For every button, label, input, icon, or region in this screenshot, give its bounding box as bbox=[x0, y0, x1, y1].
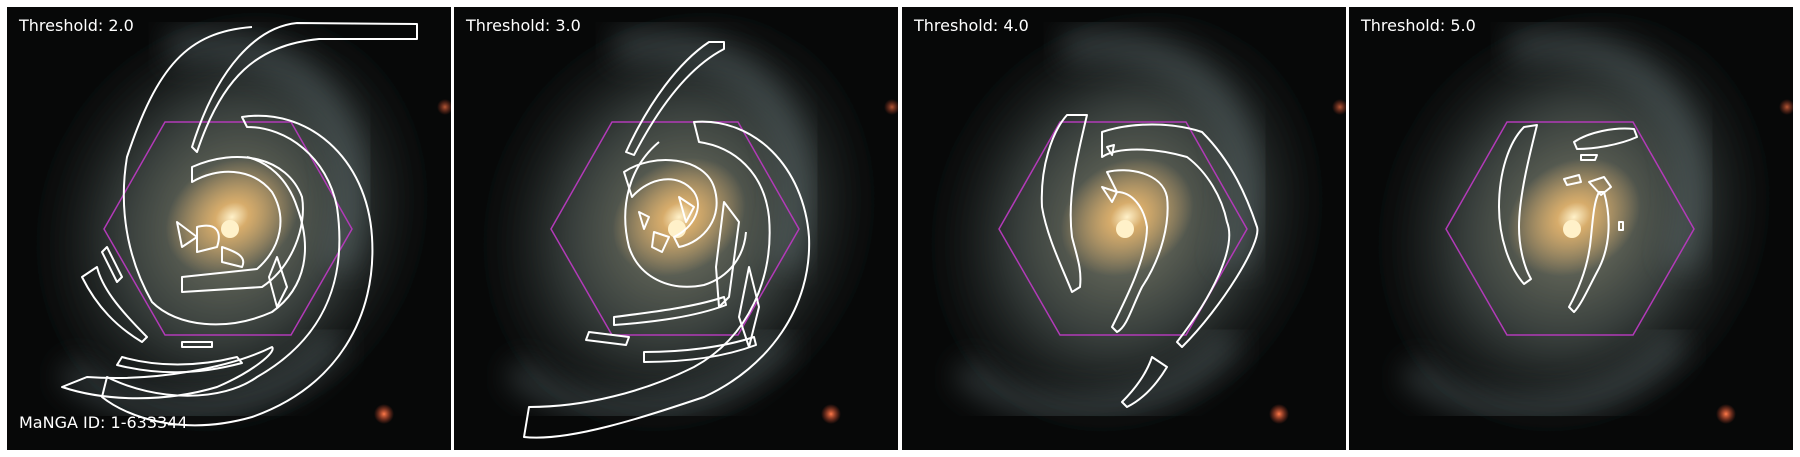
foreground-star-edge bbox=[437, 99, 451, 115]
contour-lines bbox=[523, 41, 811, 439]
threshold-label: Threshold: 3.0 bbox=[466, 16, 581, 35]
ifu-hexagon bbox=[998, 121, 1248, 336]
panel-threshold-3: Threshold: 3.0 bbox=[454, 7, 898, 450]
galaxy-image bbox=[902, 7, 1346, 450]
ifu-hexagon bbox=[1445, 121, 1695, 336]
manga-id-label: MaNGA ID: 1-633344 bbox=[19, 413, 188, 432]
galaxy-image bbox=[7, 7, 451, 450]
foreground-star-edge bbox=[884, 99, 898, 115]
galaxy-nucleus bbox=[221, 220, 239, 238]
foreground-star bbox=[1716, 404, 1736, 424]
contour-lines bbox=[1498, 124, 1638, 313]
ifu-hexagon bbox=[103, 121, 353, 336]
foreground-star-edge bbox=[1779, 99, 1793, 115]
galaxy-image bbox=[1349, 7, 1793, 450]
threshold-label: Threshold: 2.0 bbox=[19, 16, 134, 35]
threshold-label: Threshold: 4.0 bbox=[914, 16, 1029, 35]
galaxy-image bbox=[454, 7, 898, 450]
foreground-star-edge bbox=[1332, 99, 1346, 115]
panel-threshold-2: Threshold: 2.0 MaNGA ID: 1-633344 bbox=[7, 7, 451, 450]
foreground-star bbox=[1269, 404, 1289, 424]
contour-lines bbox=[1040, 114, 1259, 408]
foreground-star bbox=[821, 404, 841, 424]
ifu-hexagon bbox=[550, 121, 800, 336]
threshold-label: Threshold: 5.0 bbox=[1361, 16, 1476, 35]
galaxy-nucleus bbox=[1116, 220, 1134, 238]
foreground-star bbox=[374, 404, 394, 424]
contour-lines bbox=[61, 22, 418, 427]
panel-threshold-5: Threshold: 5.0 bbox=[1349, 7, 1793, 450]
galaxy-nucleus bbox=[1563, 220, 1581, 238]
panel-threshold-4: Threshold: 4.0 bbox=[902, 7, 1346, 450]
